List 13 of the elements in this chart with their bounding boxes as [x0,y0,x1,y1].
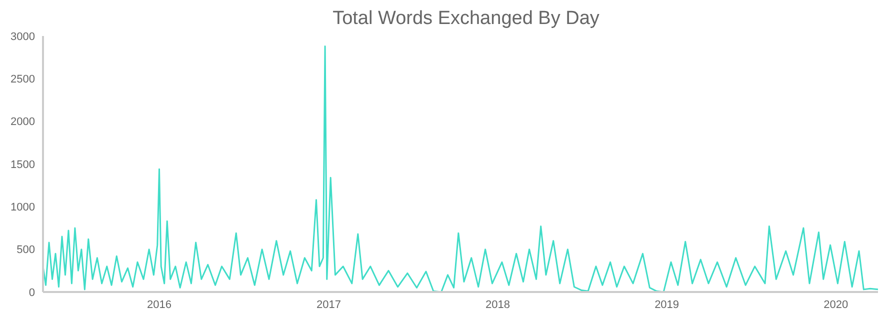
y-tick-label: 2000 [10,116,35,128]
x-tick-label: 2016 [147,298,172,311]
chart-title: Total Words Exchanged By Day [332,8,600,30]
y-tick-label: 1500 [10,158,35,171]
y-tick-label: 0 [28,286,35,299]
x-tick-label: 2020 [824,298,848,311]
y-tick-label: 500 [16,244,35,256]
y-tick-label: 3000 [10,30,35,43]
y-tick-label: 2500 [10,74,35,86]
y-tick-label: 1000 [10,202,35,214]
x-tick-label: 2017 [316,298,341,311]
x-tick-label: 2018 [486,298,510,311]
x-tick-label: 2019 [654,298,680,311]
